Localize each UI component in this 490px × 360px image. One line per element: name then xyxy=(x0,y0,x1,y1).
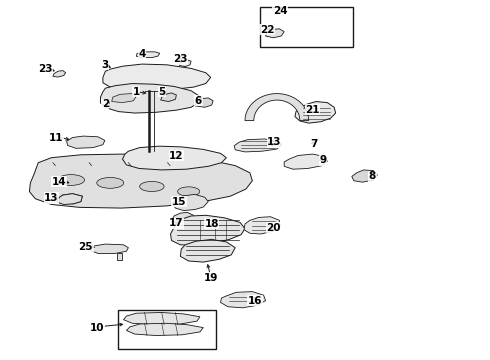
Polygon shape xyxy=(136,52,160,58)
Polygon shape xyxy=(295,102,336,123)
Polygon shape xyxy=(100,84,200,113)
Polygon shape xyxy=(56,194,82,204)
Ellipse shape xyxy=(97,177,123,188)
Text: 5: 5 xyxy=(158,87,165,97)
Text: 21: 21 xyxy=(305,105,320,115)
Text: 6: 6 xyxy=(195,96,202,106)
Text: 16: 16 xyxy=(247,296,262,306)
Text: 12: 12 xyxy=(169,150,184,161)
Text: 19: 19 xyxy=(203,273,218,283)
Polygon shape xyxy=(103,64,211,91)
Polygon shape xyxy=(29,154,252,208)
Polygon shape xyxy=(123,312,200,325)
Polygon shape xyxy=(234,139,282,152)
Text: 13: 13 xyxy=(44,193,59,203)
Text: 11: 11 xyxy=(49,132,64,143)
Text: 2: 2 xyxy=(102,99,109,109)
Text: 20: 20 xyxy=(266,222,281,233)
Bar xyxy=(260,7,353,47)
Text: 7: 7 xyxy=(310,139,318,149)
Polygon shape xyxy=(179,60,191,67)
Text: 14: 14 xyxy=(51,177,66,187)
Text: 4: 4 xyxy=(138,49,146,59)
Polygon shape xyxy=(284,154,327,169)
Polygon shape xyxy=(172,194,208,211)
Polygon shape xyxy=(245,94,309,121)
Text: 3: 3 xyxy=(102,60,109,70)
Text: 23: 23 xyxy=(173,54,188,64)
Polygon shape xyxy=(161,93,176,102)
Polygon shape xyxy=(171,215,245,246)
Text: 9: 9 xyxy=(320,155,327,165)
Polygon shape xyxy=(180,239,235,262)
Text: 10: 10 xyxy=(90,323,104,333)
Text: 17: 17 xyxy=(169,218,184,228)
Polygon shape xyxy=(352,170,377,182)
Polygon shape xyxy=(117,253,122,260)
Ellipse shape xyxy=(140,181,164,192)
Polygon shape xyxy=(195,98,213,107)
Polygon shape xyxy=(244,217,280,234)
Polygon shape xyxy=(112,94,136,103)
Text: 8: 8 xyxy=(369,171,376,181)
Polygon shape xyxy=(172,212,194,224)
Bar xyxy=(118,310,216,349)
Polygon shape xyxy=(67,136,105,148)
Polygon shape xyxy=(91,244,128,253)
Polygon shape xyxy=(53,71,66,77)
Text: 15: 15 xyxy=(172,197,186,207)
Text: 23: 23 xyxy=(38,64,52,74)
Polygon shape xyxy=(122,146,226,170)
Ellipse shape xyxy=(57,175,84,185)
Text: 24: 24 xyxy=(273,6,288,16)
Text: 22: 22 xyxy=(260,24,274,35)
Ellipse shape xyxy=(177,187,200,196)
Text: 25: 25 xyxy=(78,242,93,252)
Text: 13: 13 xyxy=(267,137,282,147)
Text: 1: 1 xyxy=(133,87,140,97)
Polygon shape xyxy=(266,29,284,38)
Text: 18: 18 xyxy=(204,219,219,229)
Polygon shape xyxy=(220,292,266,308)
Polygon shape xyxy=(126,323,203,336)
